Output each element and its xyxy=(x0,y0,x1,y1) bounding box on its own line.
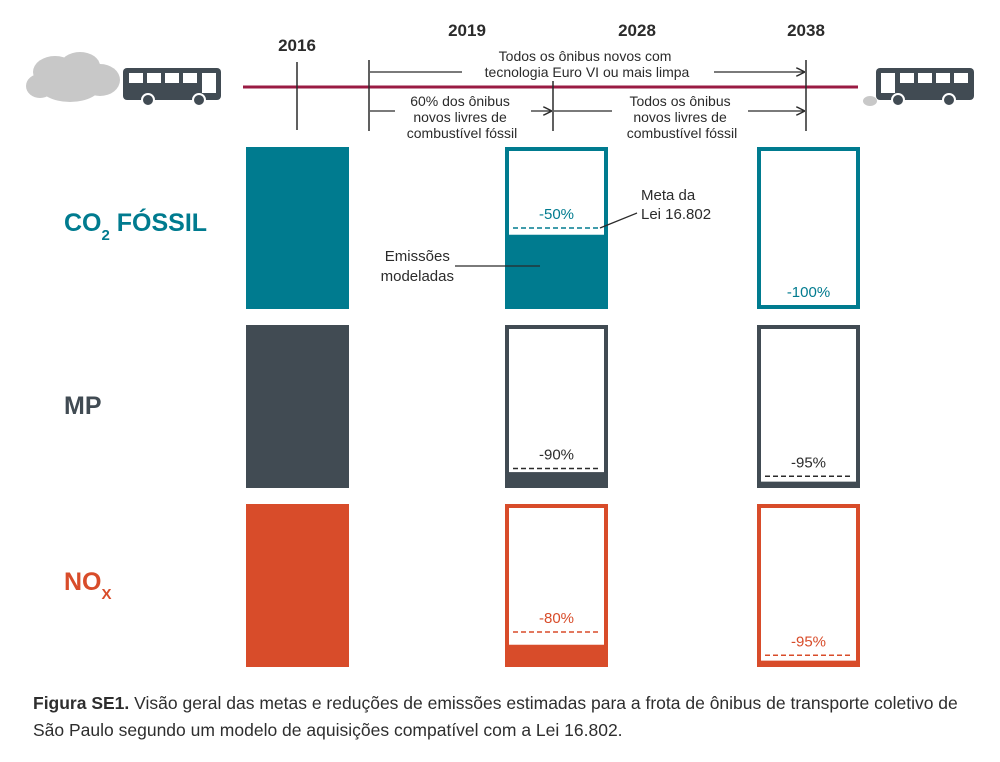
reduction-label-2028-co2: -50% xyxy=(539,206,574,223)
bar-outline-2038-co2 xyxy=(757,147,860,309)
reduction-label-2038-nox: -95% xyxy=(791,633,826,650)
bar-modeled-2028-nox xyxy=(505,644,608,667)
bars-layer: -50% -100% -90% -95% -80% -95% xyxy=(246,147,860,667)
figure-caption: Figura SE1. Visão geral das metas e redu… xyxy=(33,690,973,744)
reduction-label-2038-co2: -100% xyxy=(787,284,830,301)
emissions-figure: 2016 2019 2028 2038 Todos os ônibus novo… xyxy=(26,21,974,667)
reduction-label-2028-mp: -90% xyxy=(539,447,574,464)
reduction-label-2028-nox: -80% xyxy=(539,610,574,627)
bar-modeled-2038-nox xyxy=(757,660,860,667)
span-text: Todos os ônibus novos livres de combustí… xyxy=(627,93,737,141)
svg-text:Meta da Lei 16.802: Meta da Lei 16.802 xyxy=(641,187,711,223)
bus-icon xyxy=(876,68,974,107)
smoke-puff-icon xyxy=(863,96,877,106)
meta-callout: Meta da Lei 16.802 xyxy=(599,187,711,229)
reduction-label-2038-mp: -95% xyxy=(791,454,826,471)
cloud-icon xyxy=(26,52,120,102)
year-label: 2028 xyxy=(618,21,656,40)
bus-icon xyxy=(123,68,221,107)
caption-text: Visão geral das metas e reduções de emis… xyxy=(33,693,958,740)
year-label: 2038 xyxy=(787,21,825,40)
modeled-emissions-callout: Emissões modeladas xyxy=(381,248,540,285)
span-text: 60% dos ônibus novos livres de combustív… xyxy=(407,93,517,141)
timeline-ticks xyxy=(296,60,807,131)
bar-modeled-2038-mp xyxy=(757,481,860,488)
bar-2016-mp xyxy=(246,325,349,488)
svg-text:Emissões modeladas: Emissões modeladas xyxy=(381,248,454,285)
bar-2016-nox xyxy=(246,504,349,667)
span-text: Todos os ônibus novos com tecnologia Eur… xyxy=(485,48,690,80)
bar-2016-co2 xyxy=(246,147,349,309)
caption-label: Figura SE1. xyxy=(33,693,130,713)
bar-outline-2028-nox xyxy=(505,504,608,667)
row-label-nox: NOX xyxy=(64,568,112,603)
year-label: 2019 xyxy=(448,21,486,40)
bar-modeled-2028-mp xyxy=(505,472,608,488)
row-label-co2: CO2 FÓSSIL xyxy=(64,207,207,244)
year-label: 2016 xyxy=(278,36,316,55)
row-label-mp: MP xyxy=(64,392,102,420)
bar-modeled-2028-co2 xyxy=(505,234,608,309)
